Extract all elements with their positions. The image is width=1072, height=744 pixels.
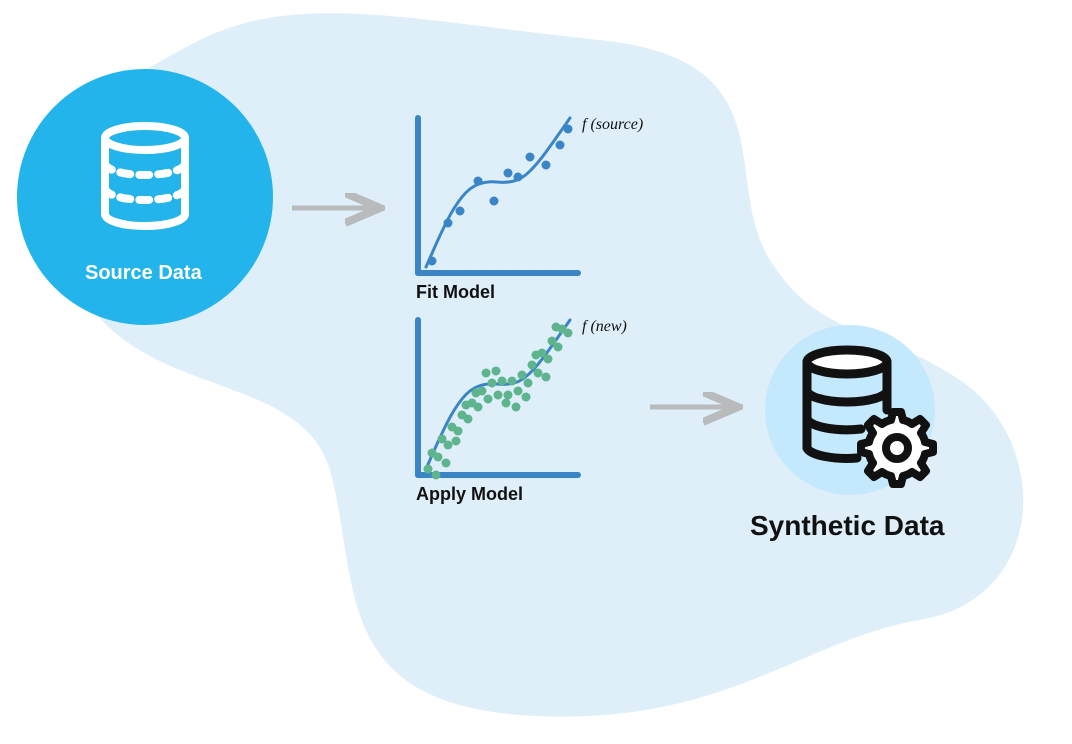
synthetic-data-node	[0, 0, 1072, 744]
diagram-stage: Source Data Fit Model f (source) Apply M…	[0, 0, 1072, 744]
synthetic-data-label: Synthetic Data	[750, 510, 945, 542]
